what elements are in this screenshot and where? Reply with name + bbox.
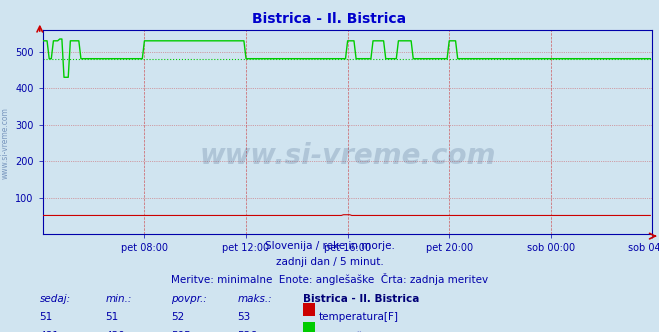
Text: 481: 481 (40, 331, 59, 332)
Text: min.:: min.: (105, 294, 132, 304)
Text: sedaj:: sedaj: (40, 294, 71, 304)
Text: zadnji dan / 5 minut.: zadnji dan / 5 minut. (275, 257, 384, 267)
Text: 53: 53 (237, 312, 250, 322)
Text: temperatura[F]: temperatura[F] (318, 312, 398, 322)
Text: Meritve: minimalne  Enote: anglešaške  Črta: zadnja meritev: Meritve: minimalne Enote: anglešaške Črt… (171, 273, 488, 285)
Text: Bistrica - Il. Bistrica: Bistrica - Il. Bistrica (252, 12, 407, 26)
Text: 52: 52 (171, 312, 185, 322)
Text: 51: 51 (40, 312, 53, 322)
Text: Bistrica - Il. Bistrica: Bistrica - Il. Bistrica (303, 294, 420, 304)
Text: 536: 536 (237, 331, 257, 332)
Text: povpr.:: povpr.: (171, 294, 207, 304)
Text: 51: 51 (105, 312, 119, 322)
Text: 505: 505 (171, 331, 191, 332)
Text: www.si-vreme.com: www.si-vreme.com (1, 107, 10, 179)
Text: pretok[čevelj3/min]: pretok[čevelj3/min] (318, 331, 421, 332)
Text: 430: 430 (105, 331, 125, 332)
Text: www.si-vreme.com: www.si-vreme.com (200, 142, 496, 170)
Text: Slovenija / reke in morje.: Slovenija / reke in morje. (264, 241, 395, 251)
Text: maks.:: maks.: (237, 294, 272, 304)
